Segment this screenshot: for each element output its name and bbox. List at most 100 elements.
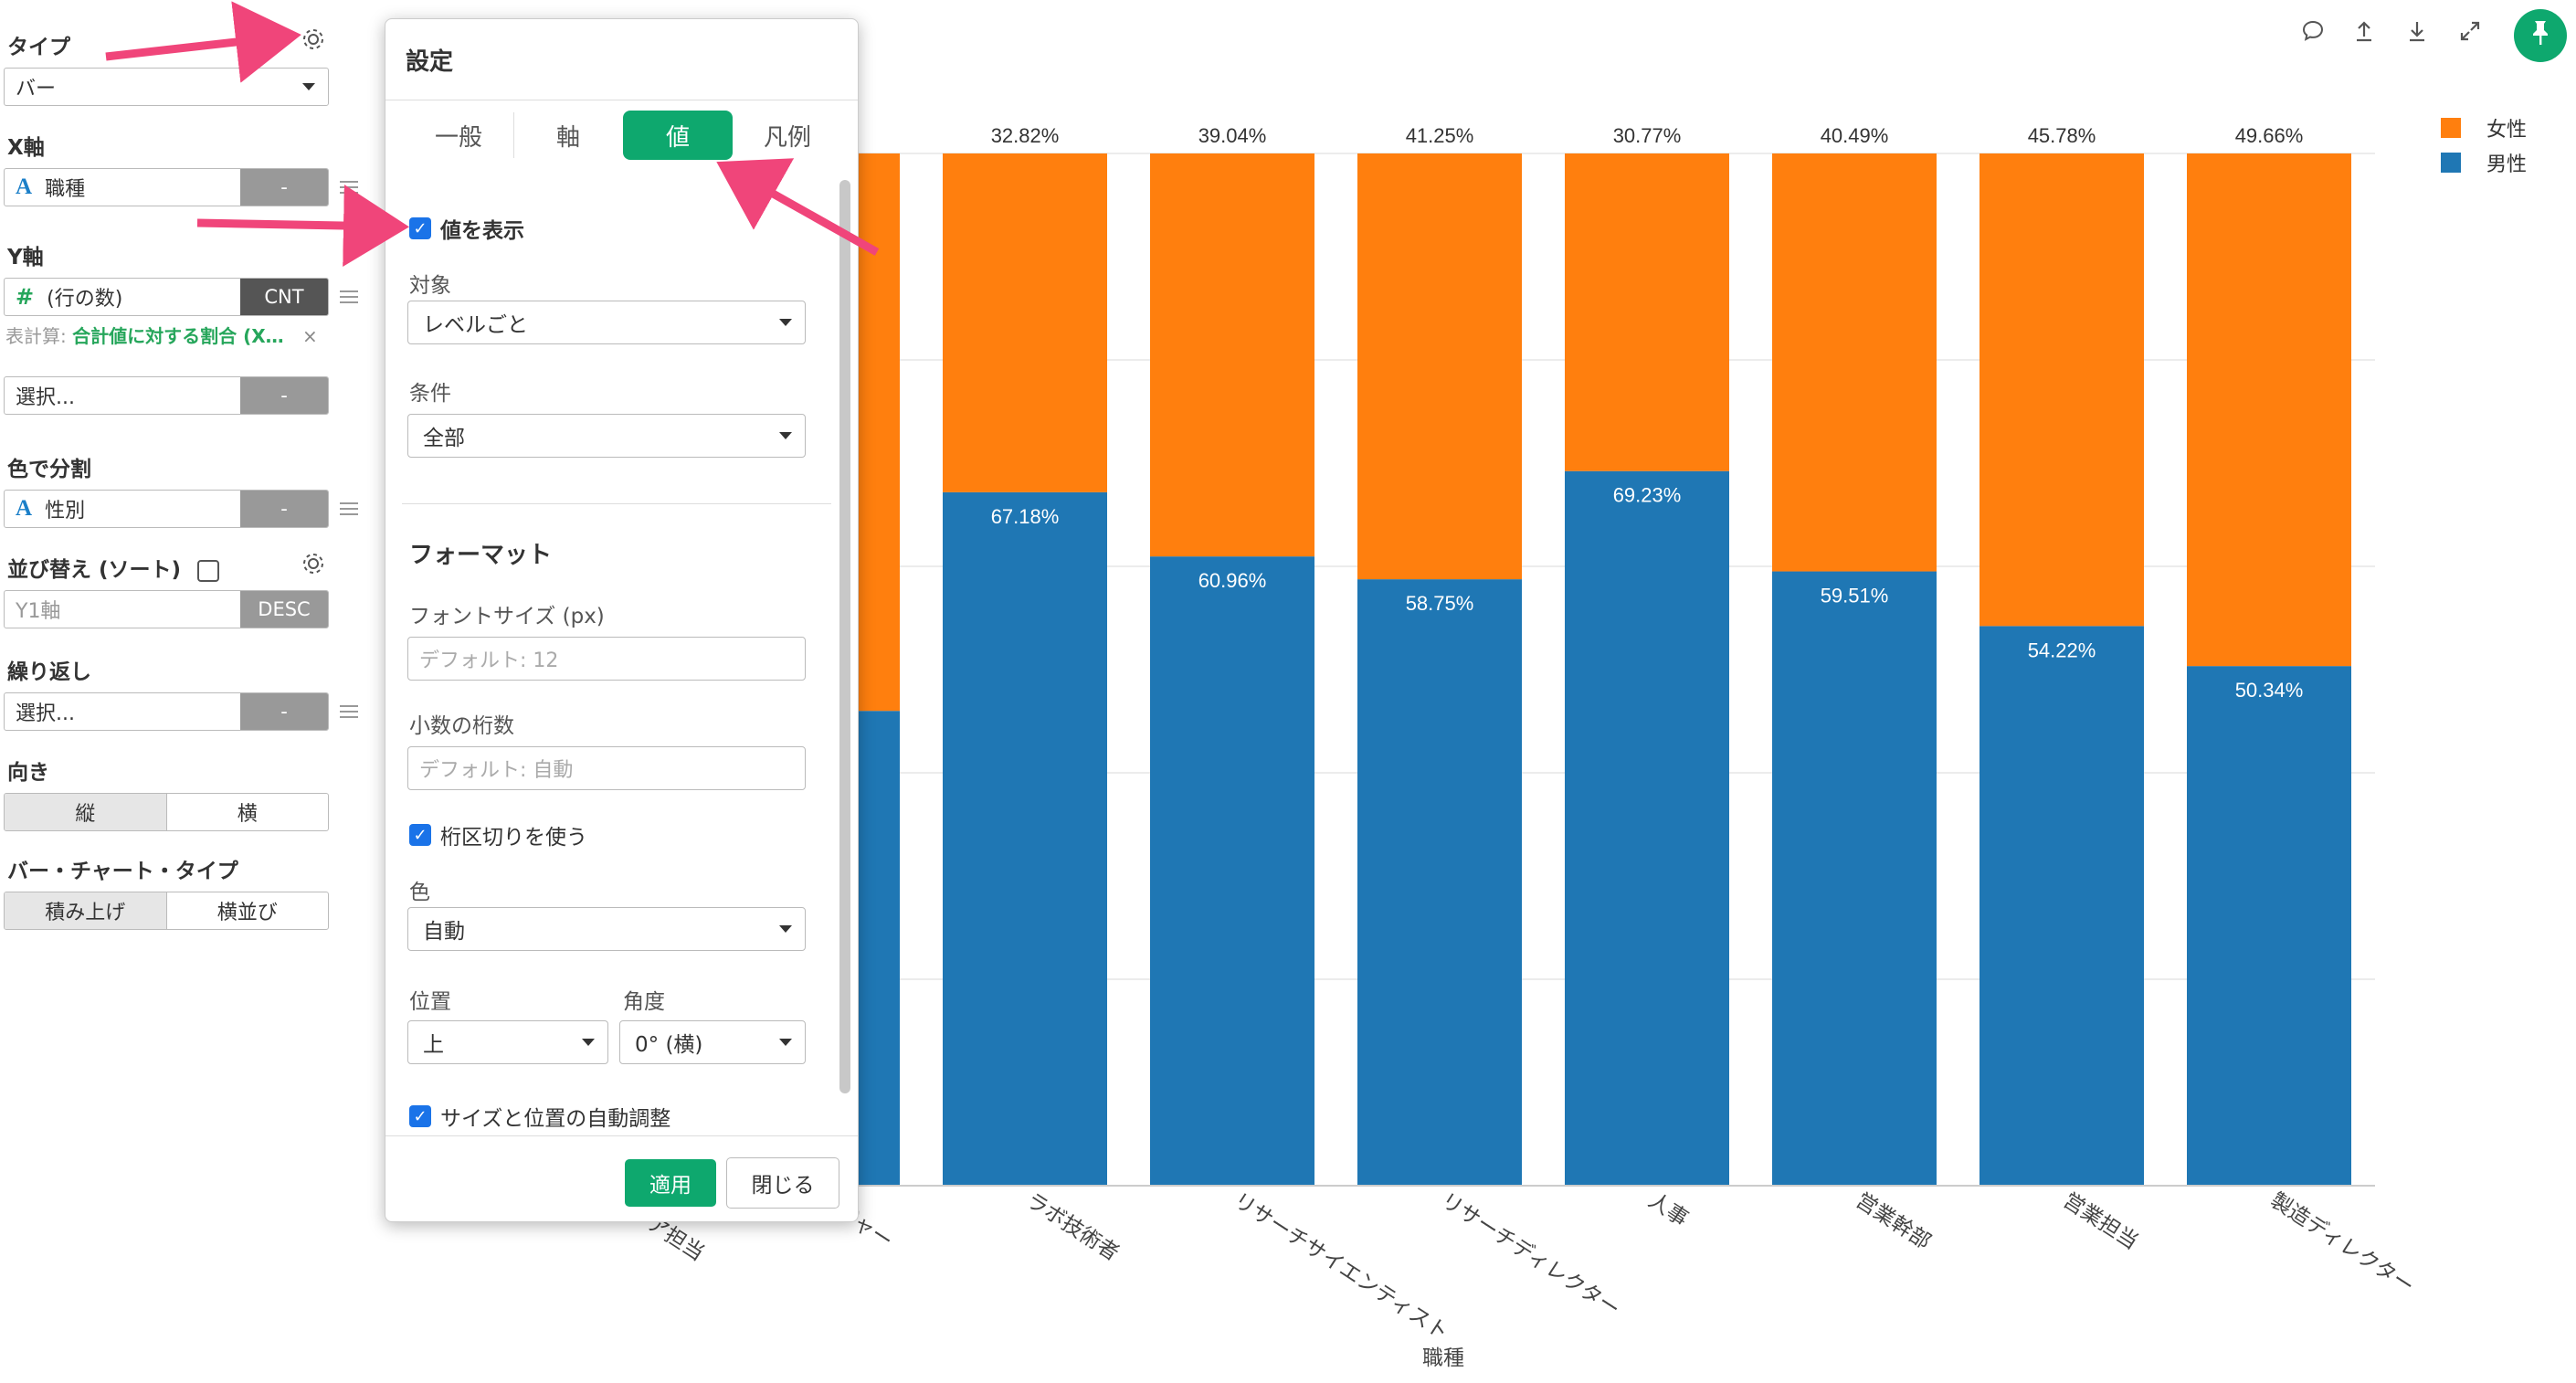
repeat-placeholder: 選択...: [16, 702, 75, 725]
legend-item-male[interactable]: 男性: [2441, 148, 2527, 177]
y2-axis-field[interactable]: 選択... -: [4, 376, 329, 415]
download-icon[interactable]: [2401, 18, 2433, 55]
x-tick-label: 営業担当: [2059, 1188, 2142, 1254]
repeat-label: 繰り返し: [7, 660, 91, 684]
position-label: 位置: [409, 990, 451, 1014]
text-type-icon: A: [16, 174, 33, 199]
tab-values[interactable]: 値: [623, 111, 733, 160]
separator-checkbox[interactable]: ✓: [409, 824, 431, 846]
data-label-male: 69.23%: [1613, 484, 1682, 507]
target-select[interactable]: レベルごと: [407, 301, 806, 344]
bar-type-grouped[interactable]: 横並び: [216, 902, 278, 924]
type-select[interactable]: バー: [4, 68, 329, 106]
legend-item-female[interactable]: 女性: [2441, 113, 2527, 143]
decimals-label: 小数の桁数: [409, 714, 514, 738]
show-values-option[interactable]: ✓ 値を表示: [409, 213, 524, 244]
auto-adjust-checkbox[interactable]: ✓: [409, 1105, 431, 1127]
condition-select[interactable]: 全部: [407, 414, 806, 458]
x-axis-label: X軸: [7, 136, 45, 160]
table-calc-note: 表計算: 合計値に対する割合 (X… ×: [5, 322, 318, 348]
bar-female: [1565, 153, 1729, 471]
chevron-down-icon: [779, 319, 792, 326]
bar-female: [1980, 153, 2144, 627]
scrollbar-thumb[interactable]: [839, 180, 850, 1093]
tab-legend[interactable]: 凡例: [763, 123, 811, 152]
color-select[interactable]: 自動: [407, 907, 806, 951]
x-axis-tag[interactable]: -: [240, 169, 328, 206]
x-axis-field-name: 職種: [45, 178, 86, 201]
color-split-field[interactable]: A 性別 -: [4, 490, 329, 528]
repeat-field[interactable]: 選択... -: [4, 692, 329, 731]
bar-female: [1150, 153, 1314, 557]
color-label: 色: [409, 881, 430, 904]
sort-checkbox[interactable]: [197, 559, 220, 582]
pin-button[interactable]: [2514, 9, 2567, 62]
settings-dialog: 設定 一般 軸 値 凡例 ✓ 値を表示 対象 レベルごと 条件 全部 フォーマッ…: [385, 18, 859, 1222]
y-axis-agg-tag[interactable]: CNT: [240, 279, 328, 315]
auto-adjust-option[interactable]: ✓ サイズと位置の自動調整: [409, 1101, 670, 1132]
table-calc-value[interactable]: 合計値に対する割合 (X…: [72, 325, 284, 347]
sort-order-tag[interactable]: DESC: [240, 591, 328, 628]
bar-male: [1357, 579, 1522, 1186]
show-values-checkbox[interactable]: ✓: [409, 217, 431, 239]
y2-axis-tag[interactable]: -: [240, 377, 328, 414]
decimals-input[interactable]: デフォルト: 自動: [407, 746, 806, 790]
comment-icon[interactable]: [2296, 18, 2329, 55]
font-size-label: フォントサイズ (px): [409, 605, 605, 628]
data-label-female: 39.04%: [1198, 124, 1267, 147]
pin-icon: [2528, 19, 2552, 53]
sort-field[interactable]: Y1軸 DESC: [4, 590, 329, 628]
apply-button[interactable]: 適用: [625, 1159, 716, 1207]
bar-type-stacked[interactable]: 積み上げ: [5, 892, 167, 929]
table-calc-prefix: 表計算:: [5, 325, 67, 347]
x-tick-label: リサーチサイエンティスト: [1230, 1188, 1452, 1345]
dialog-title: 設定: [406, 48, 454, 76]
condition-label: 条件: [409, 382, 451, 406]
tab-general[interactable]: 一般: [434, 123, 482, 152]
auto-adjust-label: サイズと位置の自動調整: [440, 1107, 671, 1131]
separator-option[interactable]: ✓ 桁区切りを使う: [409, 819, 587, 850]
bar-female: [1772, 153, 1937, 572]
data-label-male: 59.51%: [1821, 585, 1889, 607]
y-axis-menu-icon[interactable]: [340, 290, 358, 303]
expand-icon[interactable]: [2454, 18, 2486, 55]
angle-select[interactable]: 0° (横): [619, 1020, 806, 1064]
data-label-male: 54.22%: [2028, 639, 2096, 661]
bar-type-toggle: 積み上げ 横並び: [4, 892, 329, 930]
color-split-menu-icon[interactable]: [340, 502, 358, 515]
position-select[interactable]: 上: [407, 1020, 608, 1064]
x-axis-title: 職種: [1422, 1346, 1464, 1370]
tab-axis[interactable]: 軸: [555, 123, 580, 152]
target-label: 対象: [409, 274, 451, 298]
table-calc-remove-icon[interactable]: ×: [302, 325, 318, 347]
orientation-vertical[interactable]: 縦: [5, 794, 167, 830]
font-size-input[interactable]: デフォルト: 12: [407, 637, 806, 681]
close-button[interactable]: 閉じる: [726, 1157, 839, 1209]
repeat-tag[interactable]: -: [240, 693, 328, 730]
show-values-label: 値を表示: [440, 219, 524, 243]
y-axis-label: Y軸: [7, 246, 44, 269]
repeat-menu-icon[interactable]: [340, 705, 358, 718]
data-label-male: 50.34%: [2235, 679, 2304, 702]
orientation-toggle: 縦 横: [4, 793, 329, 831]
color-split-tag[interactable]: -: [240, 491, 328, 527]
color-split-field-name: 性別: [45, 500, 86, 523]
sort-label: 並び替え (ソート): [7, 552, 220, 583]
bar-male: [2187, 666, 2351, 1186]
dialog-footer-divider: [385, 1135, 858, 1136]
upload-icon[interactable]: [2348, 18, 2381, 55]
bar-male: [1565, 470, 1729, 1186]
y-axis-field[interactable]: # (行の数) CNT: [4, 278, 329, 316]
x-tick-label: 製造ディレクター: [2266, 1188, 2418, 1299]
type-gear-icon[interactable]: [300, 26, 327, 59]
x-axis-field[interactable]: A 職種 -: [4, 168, 329, 206]
sort-gear-icon[interactable]: [300, 550, 327, 584]
orientation-horizontal[interactable]: 横: [237, 803, 258, 826]
bar-male: [1150, 556, 1314, 1186]
x-axis-menu-icon[interactable]: [340, 181, 358, 194]
sort-label-text: 並び替え (ソート): [7, 558, 182, 582]
data-label-male: 60.96%: [1198, 569, 1267, 592]
legend-swatch-female: [2441, 118, 2461, 138]
format-heading: フォーマット: [409, 542, 553, 569]
